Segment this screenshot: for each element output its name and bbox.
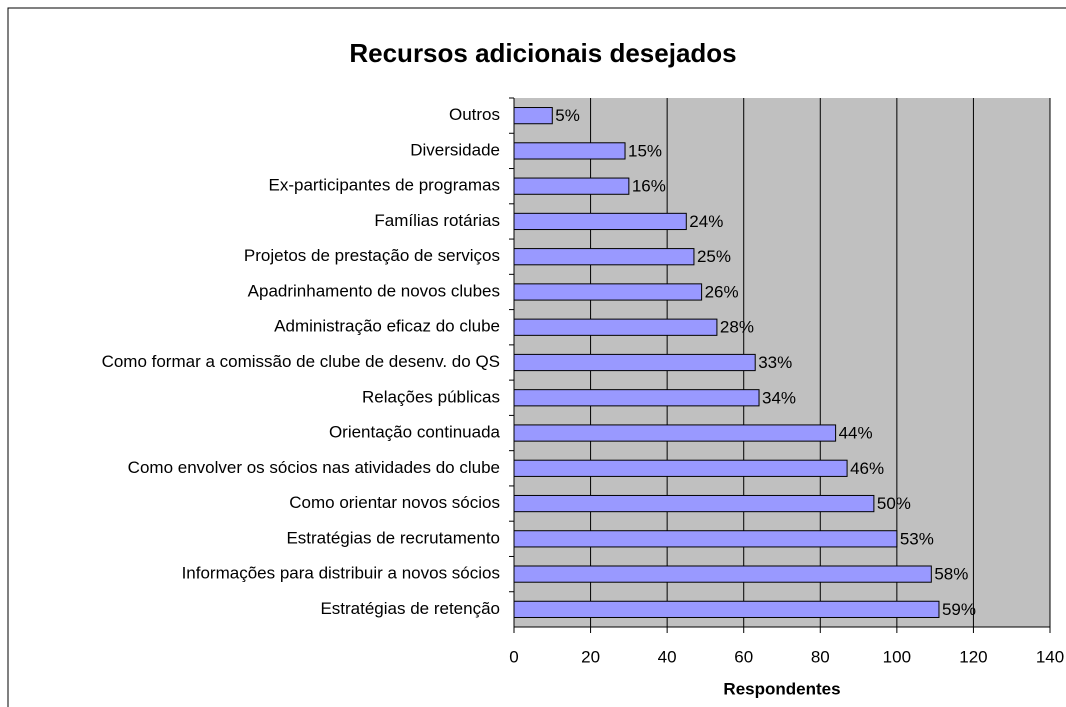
x-tick-label: 60 [734,647,753,666]
bar [513,142,626,160]
bar [513,177,630,195]
y-tick-label: Apadrinhamento de novos clubes [248,281,500,300]
bar [513,459,848,477]
y-tick-label: Projetos de prestação de serviços [244,246,500,265]
y-tick-label: Famílias rotárias [374,211,500,230]
data-label: 44% [839,424,873,443]
data-label: 26% [705,282,739,301]
bar [513,530,898,548]
x-tick-label: 40 [658,647,677,666]
y-tick-label: Administração eficaz do clube [274,317,500,336]
chart-title: Recursos adicionais desejados [349,38,736,68]
data-label: 15% [628,141,662,160]
data-label: 53% [900,529,934,548]
bar [513,107,553,125]
bar [513,424,837,442]
y-tick-label: Como envolver os sócios nas atividades d… [128,458,500,477]
data-label: 33% [758,353,792,372]
y-tick-label: Estratégias de recrutamento [286,528,500,547]
data-label: 16% [632,177,666,196]
y-tick-label: Informações para distribuir a novos sóci… [182,564,500,583]
bar [513,248,695,266]
data-label: 58% [934,565,968,584]
bar [513,494,875,513]
data-label: 46% [850,459,884,478]
y-tick-label: Orientação continuada [329,423,501,442]
y-tick-label: Outros [449,105,500,124]
y-tick-label: Como orientar novos sócios [289,493,500,512]
data-label: 59% [942,600,976,619]
x-tick-label: 140 [1036,647,1064,666]
y-tick-label: Estratégias de retenção [320,599,500,618]
x-tick-label: 100 [883,647,911,666]
y-tick-label: Ex-participantes de programas [268,176,500,195]
data-label: 25% [697,247,731,266]
data-label: 24% [689,212,723,231]
x-tick-label: 0 [509,647,518,666]
x-tick-label: 120 [959,647,987,666]
bar [513,212,687,231]
data-label: 34% [762,388,796,407]
y-tick-label: Como formar a comissão de clube de desen… [102,352,500,371]
bar [513,353,756,372]
y-tick-label: Diversidade [410,140,500,159]
data-label: 28% [720,318,754,337]
bar [513,283,703,301]
y-tick-label: Relações públicas [362,387,500,406]
data-label: 50% [877,494,911,513]
x-tick-label: 20 [581,647,600,666]
bar [513,318,718,336]
bar [513,600,940,618]
x-tick-label: 80 [811,647,830,666]
x-axis-label: Respondentes [723,679,840,698]
bar [513,389,760,407]
data-label: 5% [555,106,580,125]
bar [513,565,932,583]
